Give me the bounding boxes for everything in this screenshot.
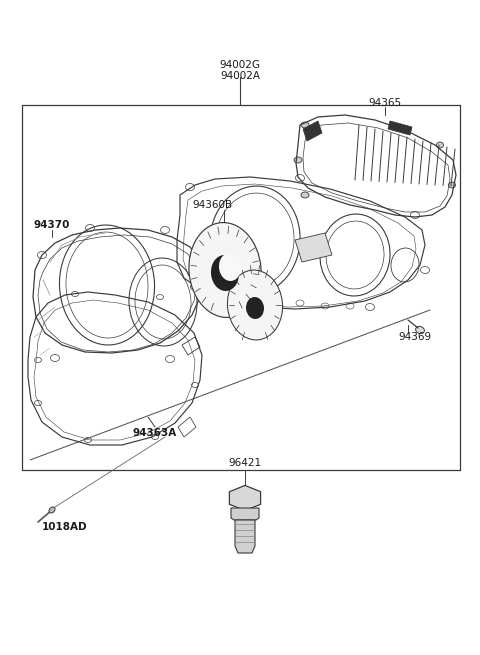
Ellipse shape [301,122,309,128]
Ellipse shape [436,142,444,148]
Polygon shape [388,121,412,135]
Text: 94360B: 94360B [192,200,232,210]
Text: 94363A: 94363A [133,428,177,438]
Ellipse shape [246,297,264,319]
Ellipse shape [238,493,252,503]
Text: 94369: 94369 [398,332,432,342]
Ellipse shape [448,182,456,188]
Text: 94002A: 94002A [220,71,260,81]
Ellipse shape [416,326,424,333]
Ellipse shape [211,255,239,291]
Text: 96421: 96421 [228,458,262,468]
Polygon shape [303,121,322,141]
Polygon shape [295,233,332,262]
Text: 94002G: 94002G [219,60,261,70]
Text: 1018AD: 1018AD [42,522,88,532]
Ellipse shape [301,192,309,198]
Text: 94370: 94370 [34,220,70,230]
Polygon shape [231,508,259,520]
Ellipse shape [49,507,55,513]
Polygon shape [229,485,261,511]
Ellipse shape [228,270,283,340]
Ellipse shape [219,253,241,281]
Polygon shape [235,520,255,553]
Text: 94365: 94365 [369,98,402,108]
Ellipse shape [189,223,261,318]
Ellipse shape [294,157,302,163]
